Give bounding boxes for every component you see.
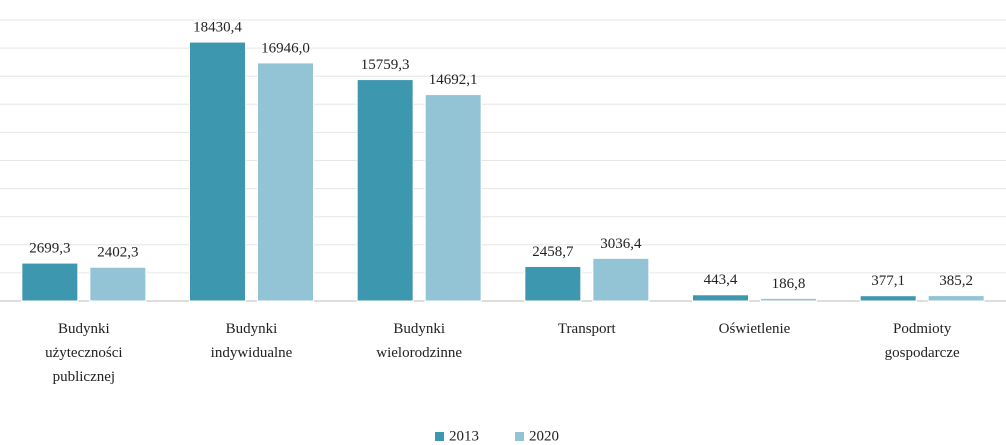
- data-label: 2402,3: [97, 245, 138, 261]
- data-label: 16946,0: [261, 40, 310, 56]
- legend-label: 2013: [449, 428, 479, 444]
- data-label: 2458,7: [532, 244, 574, 260]
- data-label: 3036,4: [600, 236, 642, 252]
- data-label: 385,2: [939, 273, 973, 289]
- x-tick-label-line: Budynki: [393, 321, 445, 337]
- x-tick-label-line: użyteczności: [45, 345, 122, 361]
- bar: [356, 79, 414, 302]
- x-tick-label-line: Oświetlenie: [719, 321, 791, 337]
- bar: [21, 262, 79, 302]
- bar: [692, 294, 749, 302]
- bar: [189, 41, 246, 302]
- bar: [524, 265, 582, 302]
- x-tick-label-line: Budynki: [226, 321, 278, 337]
- bar: [592, 257, 650, 302]
- bar: [89, 266, 147, 302]
- data-label: 377,1: [871, 273, 905, 289]
- x-tick-label-line: Podmioty: [893, 321, 952, 337]
- x-tick-label-line: publicznej: [53, 369, 115, 385]
- x-tick-label-line: gospodarcze: [885, 345, 960, 361]
- bar: [257, 62, 314, 302]
- x-tick-label: Transport: [558, 321, 617, 337]
- data-label: 15759,3: [361, 57, 410, 73]
- x-tick-label: Budynki wielorodzinne: [376, 321, 462, 361]
- x-tick-label: Budynki użyteczności publicznej: [45, 321, 122, 385]
- legend-label: 2020: [529, 428, 559, 444]
- bar: [927, 295, 985, 302]
- legend-swatch: [515, 432, 524, 441]
- data-label: 186,8: [772, 276, 806, 292]
- data-label: 2699,3: [29, 241, 70, 257]
- data-label: 443,4: [704, 272, 738, 288]
- x-tick-label: Podmioty gospodarcze: [885, 321, 960, 361]
- x-tick-label-line: Budynki: [58, 321, 110, 337]
- x-tick-label: Budynki indywidualne: [211, 321, 293, 361]
- x-tick-label-line: Transport: [558, 321, 617, 337]
- legend-swatch: [435, 432, 444, 441]
- bar: [760, 297, 817, 302]
- x-tick-label-line: indywidualne: [211, 345, 293, 361]
- data-label: 14692,1: [429, 72, 478, 88]
- x-tick-label-line: wielorodzinne: [376, 345, 462, 361]
- x-tick-label: Oświetlenie: [719, 321, 791, 337]
- data-label: 18430,4: [193, 19, 242, 35]
- bar: [859, 295, 917, 302]
- bar: [424, 94, 482, 302]
